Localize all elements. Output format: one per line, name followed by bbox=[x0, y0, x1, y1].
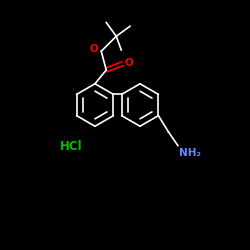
Text: O: O bbox=[90, 44, 98, 54]
Text: HCl: HCl bbox=[60, 140, 82, 153]
Text: NH₂: NH₂ bbox=[179, 148, 201, 158]
Text: O: O bbox=[124, 58, 133, 68]
